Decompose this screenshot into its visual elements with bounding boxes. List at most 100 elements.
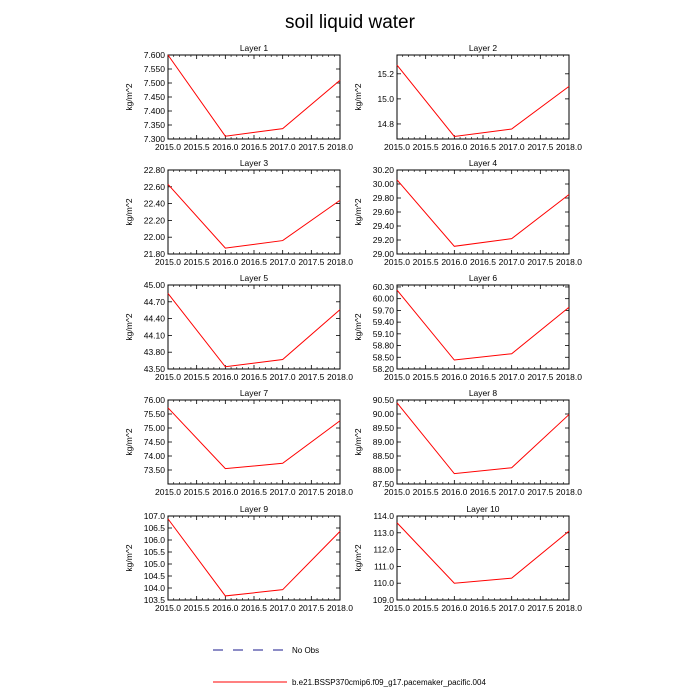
y-tick-label: 104.5: [144, 571, 166, 581]
y-tick-label: 107.0: [144, 511, 166, 521]
legend-item-no-obs: No Obs: [213, 646, 319, 655]
x-tick-label: 2016.0: [441, 257, 467, 267]
y-axis-label: kg/m^2: [124, 428, 134, 455]
panel-title: Layer 10: [466, 504, 499, 514]
x-tick-label: 2017.0: [499, 487, 525, 497]
y-tick-label: 7.300: [144, 134, 166, 144]
x-tick-label: 2015.0: [384, 142, 410, 152]
plot-frame: [167, 169, 341, 255]
x-tick-label: 2015.0: [155, 603, 181, 613]
x-tick-label: 2015.0: [155, 487, 181, 497]
y-tick-label: 106.0: [144, 535, 166, 545]
x-tick-label: 2017.0: [270, 142, 296, 152]
x-tick-label: 2017.0: [270, 372, 296, 382]
y-tick-label: 74.00: [144, 451, 166, 461]
series-line: [396, 64, 570, 138]
x-tick-label: 2017.5: [298, 257, 324, 267]
plot-frame: [396, 169, 570, 255]
panel-title: Layer 8: [469, 388, 498, 398]
panel-title: Layer 5: [240, 273, 269, 283]
y-axis-label: kg/m^2: [353, 83, 363, 110]
x-tick-label: 2016.5: [470, 142, 496, 152]
x-tick-label: 2016.0: [212, 603, 238, 613]
y-tick-label: 59.10: [373, 329, 395, 339]
y-tick-label: 74.50: [144, 437, 166, 447]
series-line: [396, 289, 570, 361]
y-tick-label: 43.80: [144, 347, 166, 357]
x-tick-label: 2016.5: [241, 487, 267, 497]
figure-title: soil liquid water: [285, 12, 416, 33]
y-tick-label: 44.70: [144, 297, 166, 307]
x-tick-label: 2015.0: [384, 603, 410, 613]
y-tick-label: 29.80: [373, 193, 395, 203]
legend-item-run: b.e21.BSSP370cmip6.f09_g17.pacemaker_pac…: [213, 678, 486, 687]
x-tick-label: 2015.5: [184, 603, 210, 613]
y-tick-label: 15.2: [377, 69, 394, 79]
x-tick-label: 2016.0: [212, 487, 238, 497]
y-tick-label: 44.40: [144, 314, 166, 324]
panel-title: Layer 3: [240, 158, 269, 168]
y-tick-label: 44.10: [144, 330, 166, 340]
y-tick-label: 89.50: [373, 423, 395, 433]
y-tick-label: 60.30: [373, 282, 395, 292]
y-tick-label: 103.5: [144, 595, 166, 605]
y-tick-label: 60.00: [373, 294, 395, 304]
plot-frame: [396, 515, 570, 601]
x-tick-label: 2016.0: [441, 372, 467, 382]
x-tick-label: 2016.5: [241, 257, 267, 267]
x-tick-label: 2016.5: [470, 487, 496, 497]
y-tick-label: 90.50: [373, 395, 395, 405]
x-tick-label: 2018.0: [327, 487, 353, 497]
x-tick-label: 2016.0: [441, 487, 467, 497]
y-axis-label: kg/m^2: [353, 313, 363, 340]
y-tick-label: 104.0: [144, 583, 166, 593]
x-tick-label: 2016.0: [212, 372, 238, 382]
y-tick-label: 76.00: [144, 395, 166, 405]
x-tick-label: 2015.0: [155, 257, 181, 267]
y-tick-label: 7.350: [144, 120, 166, 130]
y-tick-label: 111.0: [374, 561, 394, 571]
x-tick-label: 2015.5: [413, 372, 439, 382]
y-tick-label: 90.00: [373, 409, 395, 419]
x-tick-label: 2015.5: [413, 487, 439, 497]
series-line: [396, 522, 570, 584]
x-tick-label: 2017.5: [298, 603, 324, 613]
legend-label: b.e21.BSSP370cmip6.f09_g17.pacemaker_pac…: [292, 678, 486, 687]
x-tick-label: 2018.0: [556, 603, 582, 613]
y-tick-label: 88.00: [373, 465, 395, 475]
x-tick-label: 2016.0: [441, 603, 467, 613]
x-tick-label: 2017.5: [527, 372, 553, 382]
x-tick-label: 2015.0: [384, 372, 410, 382]
x-tick-label: 2015.5: [413, 603, 439, 613]
y-tick-label: 22.40: [144, 199, 166, 209]
x-tick-label: 2015.0: [384, 487, 410, 497]
x-tick-label: 2018.0: [556, 372, 582, 382]
y-tick-label: 7.600: [144, 50, 166, 60]
legend: No Obs b.e21.BSSP370cmip6.f09_g17.pacemak…: [213, 646, 486, 687]
x-tick-label: 2017.5: [298, 142, 324, 152]
y-tick-label: 43.50: [144, 364, 166, 374]
panel-title: Layer 7: [240, 388, 269, 398]
y-tick-label: 59.40: [373, 317, 395, 327]
x-tick-label: 2015.5: [413, 142, 439, 152]
series-line: [167, 518, 341, 597]
panel-title: Layer 1: [240, 43, 269, 53]
y-tick-label: 114.0: [373, 511, 394, 521]
y-tick-label: 29.00: [373, 249, 395, 259]
x-tick-label: 2017.0: [270, 487, 296, 497]
x-tick-label: 2017.0: [270, 603, 296, 613]
panel-title: Layer 6: [469, 273, 498, 283]
x-tick-label: 2016.0: [212, 142, 238, 152]
x-tick-label: 2015.5: [184, 257, 210, 267]
series-line: [167, 293, 341, 368]
x-tick-label: 2016.5: [241, 372, 267, 382]
x-tick-label: 2017.5: [527, 487, 553, 497]
y-tick-label: 113.0: [373, 528, 394, 538]
x-tick-label: 2016.5: [241, 142, 267, 152]
y-tick-label: 58.20: [373, 364, 395, 374]
